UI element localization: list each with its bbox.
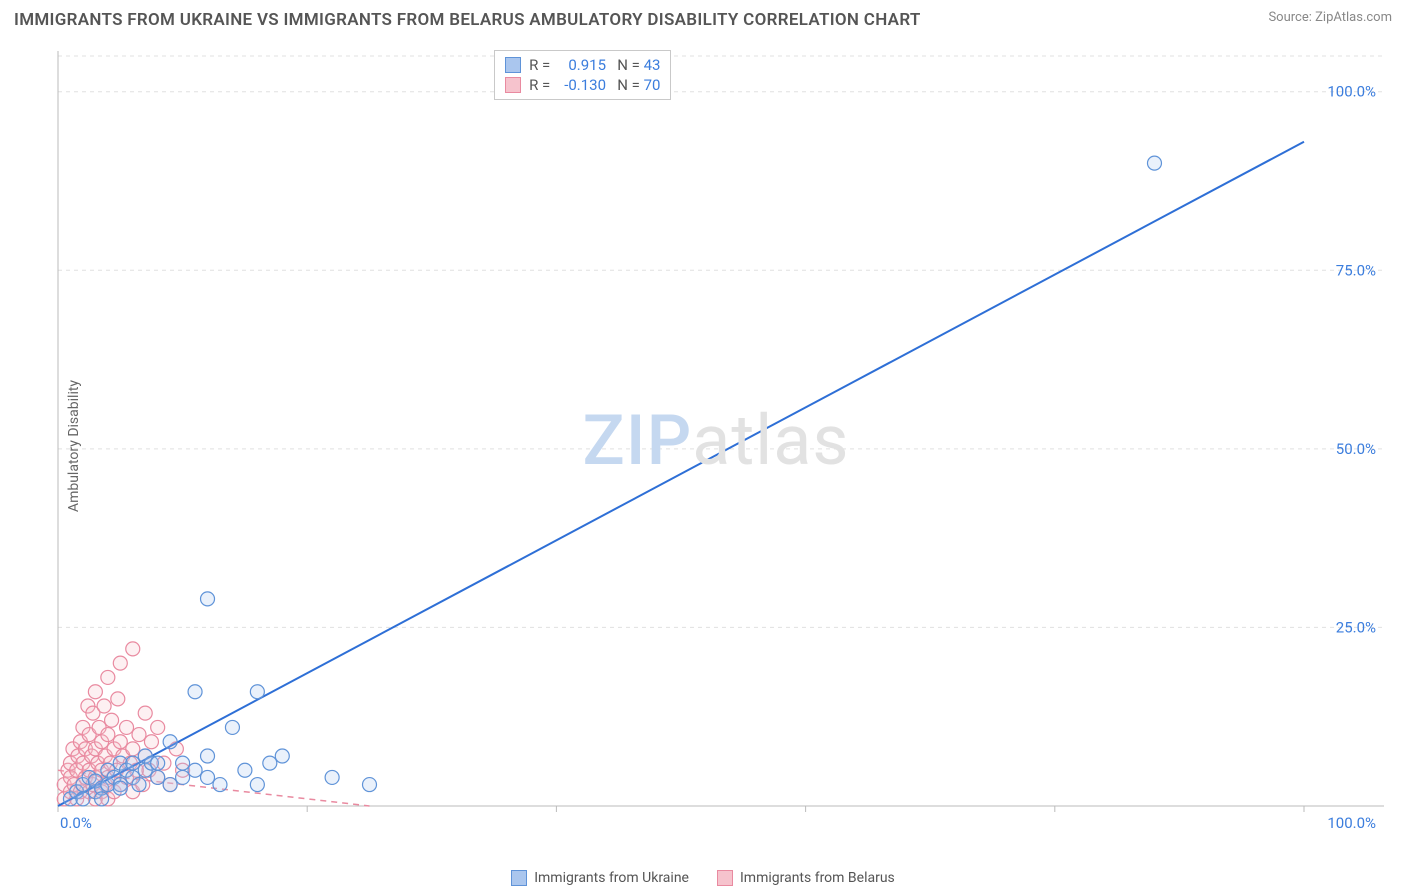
legend-label: Immigrants from Belarus bbox=[740, 870, 895, 886]
stats-row: R = 0.915 N = 43 bbox=[505, 55, 660, 75]
legend-label: Immigrants from Ukraine bbox=[534, 870, 689, 886]
source-link[interactable]: ZipAtlas.com bbox=[1315, 10, 1392, 25]
correlation-stats-box: R = 0.915 N = 43R = -0.130 N = 70 bbox=[494, 50, 671, 100]
series-legend: Immigrants from Ukraine Immigrants from B… bbox=[0, 870, 1406, 886]
legend-swatch bbox=[511, 870, 527, 886]
chart-svg: 25.0% 50.0% 75.0% 100.0% 0.0% 100.0% bbox=[48, 46, 1384, 836]
source-label: Source: ZipAtlas.com bbox=[1268, 10, 1392, 25]
svg-text:75.0%: 75.0% bbox=[1336, 261, 1376, 279]
chart-plot-area: 25.0%50.0%75.0%100.0%0.0%100.0% ZIPatlas… bbox=[48, 46, 1384, 836]
legend-swatch bbox=[717, 870, 733, 886]
legend-item: Immigrants from Belarus bbox=[717, 870, 895, 886]
chart-title: IMMIGRANTS FROM UKRAINE VS IMMIGRANTS FR… bbox=[14, 10, 921, 30]
svg-text:25.0%: 25.0% bbox=[1336, 618, 1376, 636]
svg-text:50.0%: 50.0% bbox=[1336, 440, 1376, 458]
svg-text:100.0%: 100.0% bbox=[1327, 83, 1376, 101]
legend-item: Immigrants from Ukraine bbox=[511, 870, 689, 886]
svg-text:0.0%: 0.0% bbox=[60, 814, 92, 832]
series-swatch bbox=[505, 57, 521, 73]
series-swatch bbox=[505, 77, 521, 93]
stats-row: R = -0.130 N = 70 bbox=[505, 75, 660, 95]
svg-text:100.0%: 100.0% bbox=[1327, 814, 1376, 832]
